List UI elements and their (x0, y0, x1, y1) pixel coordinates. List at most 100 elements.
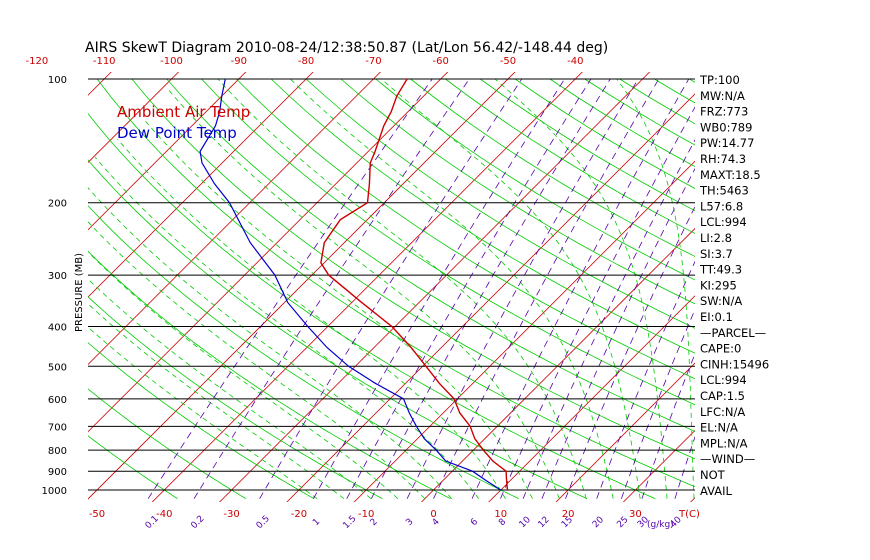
moist-adiabat-line (166, 87, 560, 499)
moist-adiabat-line (143, 118, 533, 499)
mixing-ratio-line (596, 260, 695, 499)
dry-adiabat-line (88, 435, 178, 500)
mixing-ratio-line (433, 78, 660, 499)
dry-adiabat-line (375, 78, 695, 281)
legend-dewpoint: Dew Point Temp (117, 124, 237, 142)
isotherm-line (88, 72, 112, 96)
mixing-ratio-tick-label: 3 (404, 517, 415, 528)
dry-adiabat-line (131, 78, 695, 460)
mixing-ratio-line (406, 78, 639, 499)
dry-adiabat-line (305, 78, 695, 329)
stat-item: AVAIL (700, 484, 733, 498)
stat-item: —WIND— (700, 452, 755, 466)
top-temp-tick-label: -110 (93, 56, 116, 67)
stat-item: CINH:15496 (700, 357, 769, 371)
moist-adiabat-line (88, 278, 372, 500)
isobar-lines (88, 78, 695, 491)
mixing-ratio-line (346, 78, 592, 499)
isotherm-line (88, 72, 314, 298)
pressure-tick-label: 600 (48, 395, 67, 406)
mixing-ratio-tick-label: 8 (497, 517, 508, 528)
sounding-series (199, 78, 509, 491)
moist-adiabat-line (88, 187, 453, 499)
pressure-tick-label: 500 (48, 362, 67, 373)
stat-item: CAPE:0 (700, 342, 741, 356)
mixing-ratio-tick-label: 4 (431, 517, 442, 528)
stat-item: L57:6.8 (700, 199, 743, 213)
isotherm-lines (0, 60, 870, 507)
stat-item: TP:100 (699, 73, 740, 87)
bottom-temp-tick-label: 0 (430, 509, 436, 520)
legend-temp: Ambient Air Temp (117, 103, 250, 121)
dry-adiabat-line (410, 78, 695, 257)
stat-item: TH:5463 (699, 184, 749, 198)
dry-adiabat-line (270, 78, 695, 354)
isotherm-line (0, 60, 56, 507)
x-unit-label: T(C) (678, 509, 700, 520)
top-temp-tick-label: -100 (160, 56, 183, 67)
moist-adiabat-lines (88, 78, 695, 500)
moist-adiabat-line (88, 303, 345, 500)
stat-item: FRZ:773 (700, 105, 748, 119)
pressure-tick-label: 200 (48, 199, 67, 210)
isotherm-line (88, 72, 516, 500)
stat-item: EL:N/A (700, 421, 738, 435)
stat-item: LCL:994 (700, 215, 747, 229)
stat-item: TT:49.3 (699, 263, 742, 277)
moist-adiabat-line (117, 138, 506, 499)
stat-item: NOT (700, 468, 726, 482)
dry-adiabat-line (96, 78, 695, 488)
isotherm-line (820, 60, 870, 507)
isotherm-line (555, 362, 695, 502)
mixing-ratio-tick-label: 0.2 (189, 514, 206, 531)
dry-adiabat-line (201, 78, 695, 406)
moist-adiabat-line (290, 78, 614, 499)
dry-adiabat-line (479, 78, 695, 212)
mixing-ratio-lines (147, 78, 695, 499)
mixing-ratio-line (147, 78, 433, 499)
isotherm-line (219, 72, 651, 502)
mixing-ratio-line (621, 308, 695, 499)
mixing-ratio-tick-label: 20 (591, 515, 606, 530)
mixing-ratio-line (313, 78, 565, 499)
top-temp-tick-label: -120 (26, 56, 49, 67)
mixing-ratio-tick-label: 0.5 (255, 514, 272, 531)
dry-adiabat-line (166, 78, 695, 432)
stat-item: CAP:1.5 (700, 389, 745, 403)
isotherm-line (420, 227, 695, 502)
mixing-unit-label: (g/kg) (647, 520, 674, 530)
mixing-ratio-tick-label: 2 (369, 517, 380, 528)
dry-adiabat-line (88, 296, 383, 500)
top-temp-tick-label: -60 (433, 56, 449, 67)
stat-item: PW:14.77 (700, 136, 754, 150)
bottom-temp-tick-label: 20 (562, 509, 575, 520)
mixing-ratio-line (674, 435, 695, 499)
isotherm-line (353, 160, 695, 502)
isotherm-line (88, 72, 449, 433)
stat-item: RH:74.3 (700, 152, 746, 166)
mixing-ratio-line (471, 78, 690, 499)
chart-title: AIRS SkewT Diagram 2010-08-24/12:38:50.8… (85, 40, 608, 56)
dry-adiabat-lines (88, 78, 695, 500)
stat-item: SI:3.7 (700, 247, 733, 261)
pressure-tick-label: 1000 (42, 486, 67, 497)
bottom-temp-tick-label: -30 (223, 509, 239, 520)
pressure-tick-label: 300 (48, 271, 67, 282)
mixing-ratio-tick-label: 10 (518, 515, 533, 530)
dewpoint-line (199, 78, 502, 491)
isotherm-line (753, 60, 870, 507)
mixing-ratio-tick-label: 6 (469, 517, 480, 528)
bottom-temp-tick-label: 30 (629, 509, 642, 520)
stat-item: LFC:N/A (700, 405, 745, 419)
bottom-temp-tick-label: -10 (358, 509, 374, 520)
stat-item: LI:2.8 (700, 231, 732, 245)
stat-item: —PARCEL— (700, 326, 766, 340)
mixing-ratio-tick-label: 1.5 (341, 514, 358, 531)
moist-adiabat-line (88, 326, 318, 500)
dry-adiabat-line (340, 78, 695, 305)
dry-adiabat-line (445, 78, 695, 234)
mixing-ratio-line (259, 78, 523, 499)
mixing-ratio-line (370, 78, 611, 499)
